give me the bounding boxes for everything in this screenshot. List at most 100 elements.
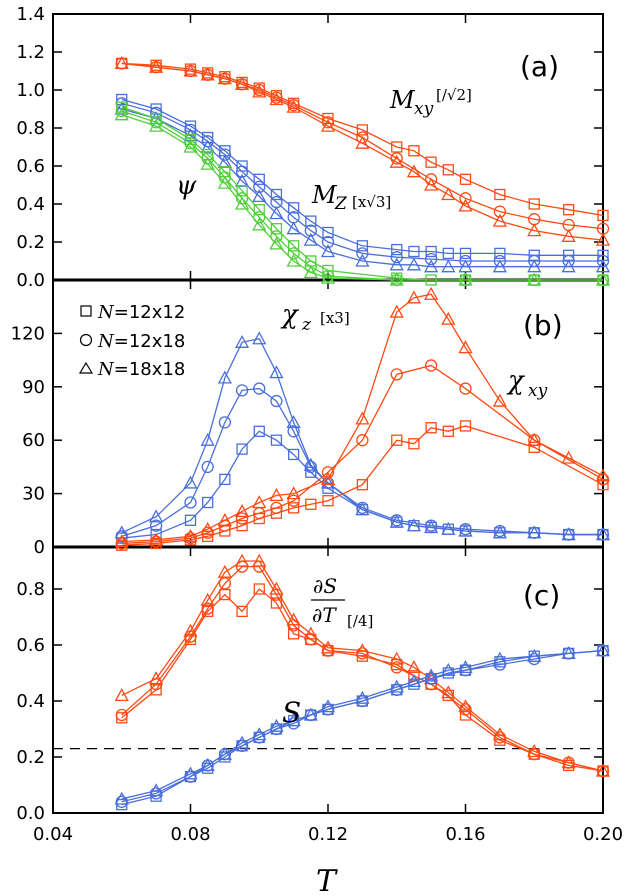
data-point-square — [562, 204, 575, 216]
data-point-triangle — [217, 71, 232, 85]
data-point-triangle — [252, 727, 267, 741]
data-point-triangle — [441, 187, 456, 201]
data-point-circle — [270, 230, 283, 243]
data-point-square — [391, 243, 403, 256]
data-point-square — [459, 173, 472, 185]
series-chi-z-n-12x18 — [115, 382, 610, 543]
data-point-triangle — [458, 523, 473, 537]
legend-square-marker — [80, 305, 92, 317]
data-point-triangle — [149, 783, 164, 797]
data-point-triangle — [234, 553, 250, 567]
series-layer — [114, 56, 611, 811]
data-point-triangle — [595, 643, 611, 657]
data-point-triangle — [561, 646, 576, 660]
data-point-triangle — [217, 512, 232, 526]
data-point-triangle — [320, 699, 336, 713]
data-point-square — [391, 141, 403, 153]
data-point-circle — [270, 501, 283, 514]
data-point-triangle — [252, 217, 267, 231]
annotation-dsdt: ∂S ∂T [/4] — [311, 574, 373, 630]
data-point-triangle — [441, 685, 456, 699]
data-point-triangle — [561, 259, 576, 273]
data-point-circle — [321, 466, 335, 479]
data-point-circle — [287, 494, 300, 507]
data-point-triangle — [406, 257, 422, 271]
data-point-square — [425, 156, 437, 168]
panel-b-label: (b) — [523, 309, 563, 342]
series-line — [121, 114, 603, 281]
data-point-triangle — [149, 509, 164, 523]
data-point-triangle — [595, 232, 611, 246]
data-point-square — [494, 247, 506, 260]
y-tick-label: 60 — [22, 430, 45, 451]
chixy-main: χ — [506, 366, 526, 396]
data-point-square — [270, 188, 283, 201]
data-point-square — [287, 448, 300, 461]
data-point-square — [322, 112, 334, 125]
data-point-square — [391, 434, 403, 446]
data-point-triangle — [458, 259, 473, 273]
series-ds-dt-n-18x18 — [114, 553, 611, 777]
data-point-triangle — [114, 534, 129, 548]
data-point-triangle — [320, 475, 336, 489]
data-point-circle — [356, 434, 369, 447]
y-tick-label: 1.2 — [16, 42, 45, 63]
data-point-circle — [218, 577, 232, 590]
y-tick-label: 1.0 — [16, 80, 45, 101]
data-point-triangle — [441, 521, 456, 535]
data-point-square — [219, 473, 231, 486]
data-point-triangle — [320, 244, 336, 258]
data-point-circle — [459, 192, 472, 205]
data-point-square — [425, 422, 437, 434]
data-point-triangle — [183, 475, 198, 489]
y-tick-label: 0.6 — [16, 156, 45, 177]
data-point-circle — [287, 425, 300, 438]
data-point-triangle — [303, 707, 318, 721]
data-point-square — [322, 226, 334, 239]
data-point-triangle — [183, 139, 198, 153]
data-point-triangle — [492, 259, 507, 273]
series-line — [121, 560, 604, 772]
data-point-circle — [304, 224, 317, 237]
data-point-triangle — [355, 643, 370, 657]
dsdt-suffix: [/4] — [347, 612, 373, 630]
data-point-triangle — [389, 272, 404, 286]
data-point-triangle — [200, 592, 215, 606]
data-point-triangle — [234, 504, 250, 518]
data-point-square — [442, 164, 454, 176]
data-point-triangle — [286, 713, 301, 727]
data-point-triangle — [355, 253, 370, 267]
y-tick-label: 0.2 — [16, 747, 45, 768]
series-psi-n-18x18 — [114, 107, 611, 286]
data-point-triangle — [424, 286, 439, 300]
legend: N=12x12 N=12x18 N=18x18 — [78, 302, 185, 380]
data-point-triangle — [561, 755, 576, 769]
x-tick-label: 0.04 — [33, 824, 73, 845]
y-tick-label: 0.2 — [16, 232, 45, 253]
data-point-triangle — [183, 63, 198, 77]
data-point-triangle — [149, 59, 164, 73]
data-point-triangle — [492, 525, 507, 539]
y-tick-label: 0.8 — [16, 579, 45, 600]
data-point-triangle — [595, 763, 611, 777]
data-point-circle — [184, 496, 197, 509]
y-tick-label: 0.0 — [16, 270, 45, 291]
data-point-triangle — [406, 518, 422, 532]
data-point-triangle — [527, 744, 542, 758]
data-point-square — [597, 209, 609, 222]
data-point-circle — [424, 252, 438, 266]
legend-circle-marker — [79, 333, 93, 347]
data-point-circle — [184, 531, 197, 545]
data-point-square — [408, 145, 420, 157]
data-point-triangle — [492, 651, 507, 665]
mxy-sub: xy — [414, 99, 434, 119]
data-point-square — [270, 434, 283, 446]
data-point-triangle — [149, 118, 164, 132]
data-point-circle — [201, 602, 214, 615]
data-point-triangle — [234, 196, 250, 210]
series-line — [121, 387, 603, 537]
x-axis-title: T — [316, 864, 338, 896]
data-point-square — [408, 245, 420, 258]
data-point-square — [494, 188, 506, 201]
data-point-circle — [235, 165, 249, 178]
